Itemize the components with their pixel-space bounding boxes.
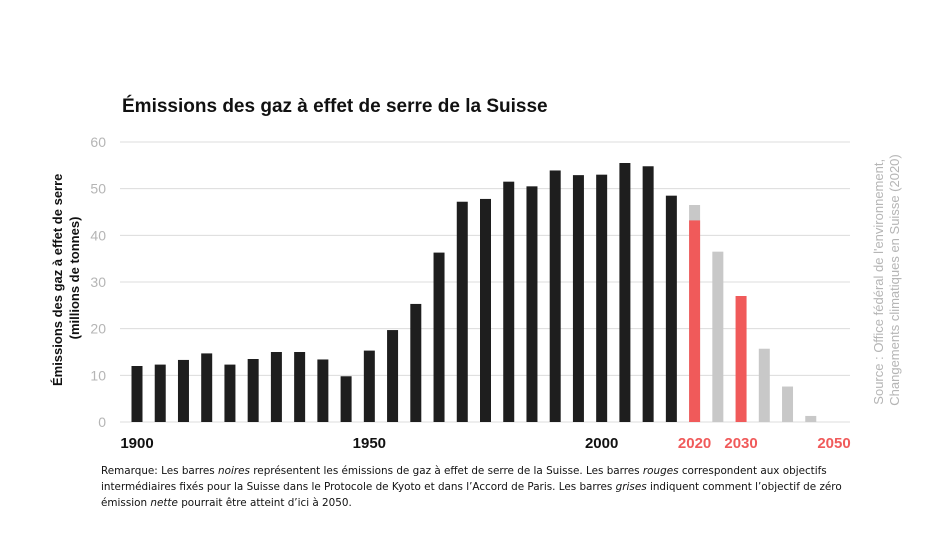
y-tick-label: 0 <box>98 414 106 430</box>
bar <box>201 353 213 422</box>
bar <box>456 201 468 422</box>
bar <box>665 195 677 422</box>
x-tick-label: 2000 <box>585 435 618 452</box>
bar <box>294 352 306 422</box>
bar <box>224 364 236 422</box>
chart-note: Remarque: Les barres noires représentent… <box>101 463 871 511</box>
source-line1: Source : Office fédéral de l'environneme… <box>871 159 886 405</box>
source-line2: Changements climatiques en Suisse (2020) <box>887 154 902 405</box>
bar <box>712 251 724 422</box>
x-tick-label: 1900 <box>120 435 153 452</box>
source-label: Source : Office fédéral de l'environneme… <box>871 154 902 405</box>
note-emph-net: nette <box>150 497 178 509</box>
note-text-5: pourrait être atteint d’ici à 2050. <box>177 497 352 509</box>
x-tick-label: 2030 <box>724 435 757 452</box>
x-tick-label: 2050 <box>817 435 850 452</box>
chart: Émissions des gaz à effet de serre de la… <box>50 95 902 452</box>
y-axis-label-line2: (millions de tonnes) <box>67 217 82 340</box>
bars <box>131 163 817 422</box>
y-tick-label: 20 <box>90 321 106 337</box>
bar <box>480 198 491 422</box>
y-ticks: 0 10 20 30 40 50 60 <box>90 134 106 430</box>
bar <box>340 376 352 422</box>
x-ticks: 1900 1950 2000 2020 2030 2050 <box>120 435 850 452</box>
y-axis-label: Émissions des gaz à effet de serre (mill… <box>50 170 82 386</box>
bar <box>387 330 399 422</box>
y-tick-label: 40 <box>90 227 106 243</box>
note-text-2: représentent les émissions de gaz à effe… <box>249 465 643 477</box>
bar <box>131 366 143 422</box>
chart-title: Émissions des gaz à effet de serre de la… <box>122 95 548 117</box>
bar <box>596 174 608 422</box>
bar <box>270 352 282 422</box>
bar <box>526 186 538 422</box>
bar <box>154 364 166 422</box>
bar <box>805 415 817 422</box>
note-emph-black: noires <box>218 465 250 477</box>
bar <box>247 359 259 422</box>
note-text-1: Remarque: Les barres <box>101 465 219 477</box>
y-axis-label-line1: Émissions des gaz à effet de serre <box>50 174 65 386</box>
bar <box>782 386 794 422</box>
bar <box>689 220 701 422</box>
bar <box>410 303 422 422</box>
bar <box>572 175 584 422</box>
y-tick-label: 50 <box>90 181 106 197</box>
y-tick-label: 30 <box>90 274 106 290</box>
bar <box>549 170 561 422</box>
note-emph-grey: grises <box>615 481 647 493</box>
y-tick-label: 60 <box>90 134 106 150</box>
bar <box>642 166 654 422</box>
bar <box>503 181 515 422</box>
x-tick-label: 2020 <box>678 435 711 452</box>
note-text-3: correspondent aux objectifs intermédiair… <box>101 465 827 493</box>
bar <box>735 296 747 422</box>
y-tick-label: 10 <box>90 367 106 383</box>
x-tick-label: 1950 <box>353 435 386 452</box>
bar <box>758 348 770 422</box>
note-text-4: indiquent comment l’objectif de zéro émi… <box>101 481 842 509</box>
bar <box>177 359 189 422</box>
bar <box>363 350 375 422</box>
bar <box>433 252 445 422</box>
bar <box>619 163 631 422</box>
note-emph-red: rouges <box>642 465 679 477</box>
bar <box>317 359 329 422</box>
